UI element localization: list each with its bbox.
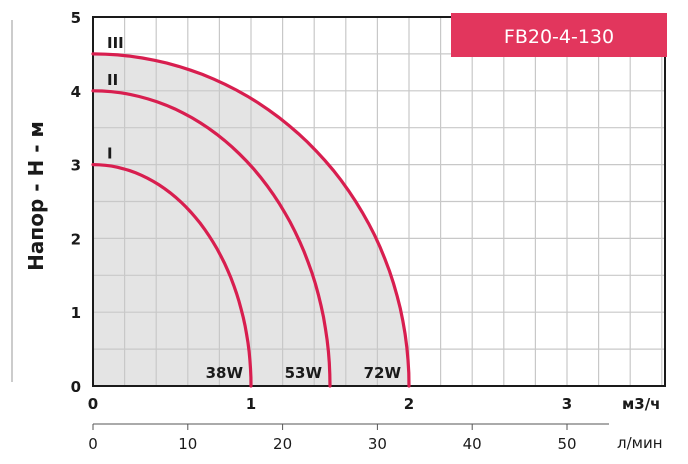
x2-tick-label: 40 bbox=[463, 435, 482, 453]
power-labels: 38W 53W 72W bbox=[206, 364, 402, 382]
x2-tick-label: 20 bbox=[273, 435, 292, 453]
power-label-i: 38W bbox=[206, 364, 244, 382]
power-label-ii: 53W bbox=[285, 364, 323, 382]
grid bbox=[93, 17, 665, 386]
x-tick-label: 3 bbox=[562, 395, 572, 413]
y-tick-label: 0 bbox=[71, 378, 81, 396]
series-label-i: I bbox=[107, 145, 113, 163]
x2-tick-label: 0 bbox=[88, 435, 98, 453]
curve-ii bbox=[91, 89, 332, 388]
model-title: FB20-4-130 bbox=[504, 26, 614, 48]
x2-tick-label: 30 bbox=[368, 435, 387, 453]
power-label-iii: 72W bbox=[364, 364, 402, 382]
curves bbox=[91, 52, 411, 388]
x2-axis-unit: л/мин bbox=[617, 434, 663, 452]
x-tick-label: 2 bbox=[404, 395, 414, 413]
series-label-iii: III bbox=[107, 34, 124, 52]
plot-frame bbox=[92, 16, 666, 387]
curve-iii bbox=[91, 52, 411, 388]
y-tick-label: 1 bbox=[71, 304, 81, 322]
title-box-background bbox=[451, 13, 667, 57]
x2-tick-label: 50 bbox=[557, 435, 576, 453]
x-tick-labels: 0 1 2 3 bbox=[88, 395, 572, 413]
x-axis-unit: м3/ч bbox=[622, 395, 660, 413]
series-label-ii: II bbox=[107, 71, 118, 89]
x-tick-label: 0 bbox=[88, 395, 98, 413]
y-tick-label: 4 bbox=[71, 83, 81, 101]
title-box: FB20-4-130 bbox=[451, 13, 667, 57]
x2-tick-label: 10 bbox=[178, 435, 197, 453]
y-tick-labels: 0 1 2 3 4 5 bbox=[71, 9, 81, 396]
y-tick-label: 5 bbox=[71, 9, 81, 27]
y-axis-title: Напор - H - м bbox=[24, 121, 48, 271]
x-tick-label: 1 bbox=[246, 395, 256, 413]
y-tick-label: 2 bbox=[71, 230, 81, 248]
secondary-x-axis: 0 10 20 30 40 50 bbox=[88, 423, 609, 453]
y-tick-label: 3 bbox=[71, 157, 81, 175]
curve-i bbox=[91, 163, 253, 388]
